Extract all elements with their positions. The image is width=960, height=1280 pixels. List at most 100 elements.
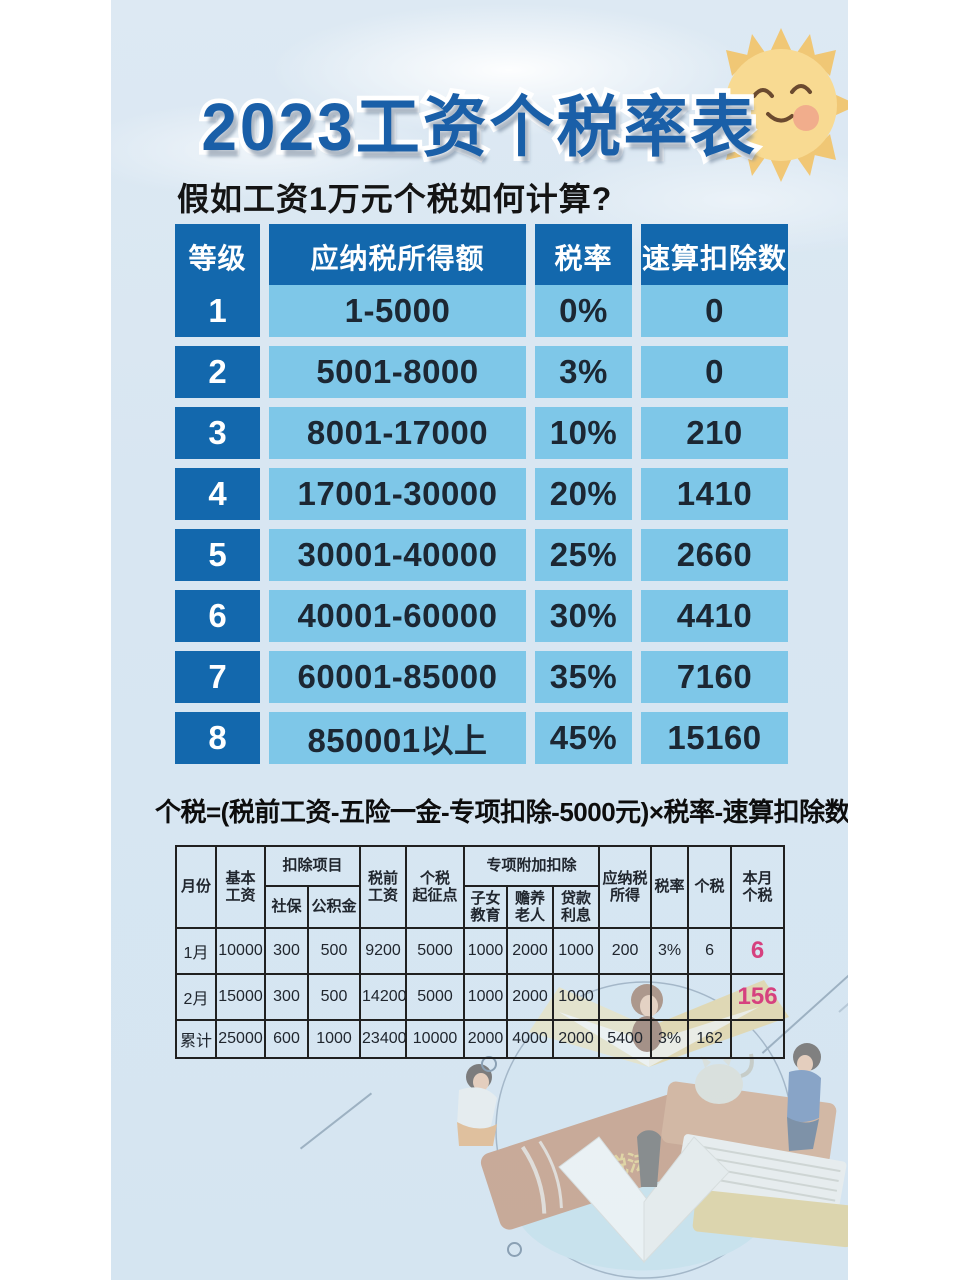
rate-cell: 20%: [535, 468, 632, 520]
calc-cell: 累计: [175, 1019, 217, 1059]
book-stack-right: [661, 1081, 848, 1248]
income-cell: 17001-30000: [269, 468, 526, 520]
calc-cell: [650, 973, 690, 1021]
calc-cell: 1000: [552, 927, 601, 975]
sun-face: [725, 49, 837, 161]
calc-header-month-tax: 本月 个税: [730, 845, 786, 929]
calc-cell: 23400: [359, 1019, 408, 1059]
col-header-deduction: 速算扣除数: [641, 224, 788, 290]
sun-icon: [704, 28, 848, 182]
deduction-cell: 15160: [641, 712, 788, 764]
calc-cell: 2月: [175, 973, 217, 1021]
calc-cell: 3%: [650, 927, 690, 975]
income-cell: 60001-85000: [269, 651, 526, 703]
level-cell: 5: [175, 529, 260, 581]
deco-line: [838, 1002, 848, 1013]
deduction-cell: 210: [641, 407, 788, 459]
calc-cell: 1000: [306, 1019, 362, 1059]
col-header-income: 应纳税所得额: [269, 224, 526, 290]
level-cell: 8: [175, 712, 260, 764]
calc-cell: 2000: [552, 1019, 601, 1059]
income-cell: 40001-60000: [269, 590, 526, 642]
deco-circle: [507, 1242, 522, 1257]
calc-cell: 14200: [359, 973, 408, 1021]
calc-cell: 5400: [598, 1019, 653, 1059]
calc-cell: 2000: [506, 927, 555, 975]
calc-cell-month-tax: 156: [730, 973, 786, 1021]
level-cell: 4: [175, 468, 260, 520]
level-cell: 7: [175, 651, 260, 703]
calc-cell: 5000: [405, 973, 466, 1021]
deduction-cell: 2660: [641, 529, 788, 581]
calc-cell: 1000: [463, 973, 509, 1021]
income-cell: 8001-17000: [269, 407, 526, 459]
col-header-rate: 税率: [535, 224, 632, 290]
level-cell: 6: [175, 590, 260, 642]
calc-cell: 5000: [405, 927, 466, 975]
rate-cell: 10%: [535, 407, 632, 459]
rate-cell: 0%: [535, 285, 632, 337]
calc-cell: 1000: [463, 927, 509, 975]
calc-header-tax: 个税: [687, 845, 733, 929]
calc-cell: 300: [264, 973, 309, 1021]
tax-rate-table: 等级 应纳税所得额 税率 速算扣除数 1 1-5000 0% 0 2 5001-…: [175, 224, 788, 764]
deco-line: [299, 1092, 373, 1150]
deduction-cell: 0: [641, 285, 788, 337]
rate-cell: 35%: [535, 651, 632, 703]
calc-header-fund: 公积金: [306, 885, 362, 929]
calc-header-pretax: 税前 工资: [359, 845, 408, 929]
calc-header-deduction-group: 扣除项目: [263, 845, 362, 887]
rate-cell: 25%: [535, 529, 632, 581]
calc-cell: 300: [264, 927, 309, 975]
level-cell: 3: [175, 407, 260, 459]
level-cell: 2: [175, 346, 260, 398]
calc-header-social: 社保: [264, 885, 309, 929]
rate-cell: 3%: [535, 346, 632, 398]
calc-header-special-group: 专项附加扣除: [463, 845, 601, 887]
calc-header-rate: 税率: [650, 845, 690, 929]
calc-header-children: 子女 教育: [463, 885, 509, 929]
calc-header-elderly: 赡养 老人: [506, 885, 555, 929]
calc-header-month: 月份: [175, 845, 217, 929]
deduction-cell: 4410: [641, 590, 788, 642]
income-cell: 5001-8000: [269, 346, 526, 398]
calc-table: 月份 基本 工资 扣除项目 税前 工资 个税 起征点 专项附加扣除 应纳税 所得…: [175, 845, 786, 1059]
calc-cell: 10000: [215, 927, 266, 975]
income-cell: 1-5000: [269, 285, 526, 337]
deduction-cell: 1410: [641, 468, 788, 520]
calc-cell: 1月: [175, 927, 217, 975]
calc-cell: 600: [264, 1019, 309, 1059]
col-header-level: 等级: [175, 224, 260, 290]
calc-header-taxable: 应纳税 所得: [598, 845, 653, 929]
income-cell: 30001-40000: [269, 529, 526, 581]
calc-cell-month-tax: 6: [730, 927, 786, 975]
calc-cell: [687, 973, 733, 1021]
calc-cell: 162: [687, 1019, 733, 1059]
calc-cell: 10000: [405, 1019, 466, 1059]
calc-cell: 2000: [506, 973, 555, 1021]
page-subtitle: 假如工资1万元个税如何计算?: [177, 181, 613, 217]
calc-header-threshold: 个税 起征点: [405, 845, 466, 929]
page-title: 2023工资个税率表: [197, 85, 759, 169]
calc-cell: 3%: [650, 1019, 690, 1059]
rate-cell: 45%: [535, 712, 632, 764]
tax-formula: 个税=(税前工资-五险一金-专项扣除-5000元)×税率-速算扣除数: [155, 797, 848, 827]
calc-cell: [598, 973, 653, 1021]
calc-header-loan: 贷款 利息: [552, 885, 601, 929]
calc-cell: 4000: [506, 1019, 555, 1059]
deduction-cell: 0: [641, 346, 788, 398]
reader-right: [787, 1043, 821, 1151]
calc-cell: 15000: [215, 973, 266, 1021]
calc-header-base-salary: 基本 工资: [215, 845, 266, 929]
calc-cell: 2000: [463, 1019, 509, 1059]
calc-cell: 1000: [552, 973, 601, 1021]
calc-cell-month-tax: [730, 1019, 786, 1059]
poster-background: 个税法: [111, 0, 848, 1280]
calc-cell: 500: [306, 927, 362, 975]
income-cell: 850001以上: [269, 712, 526, 764]
deduction-cell: 7160: [641, 651, 788, 703]
calc-cell: 200: [598, 927, 653, 975]
reader-left: [457, 1064, 497, 1146]
rate-cell: 30%: [535, 590, 632, 642]
